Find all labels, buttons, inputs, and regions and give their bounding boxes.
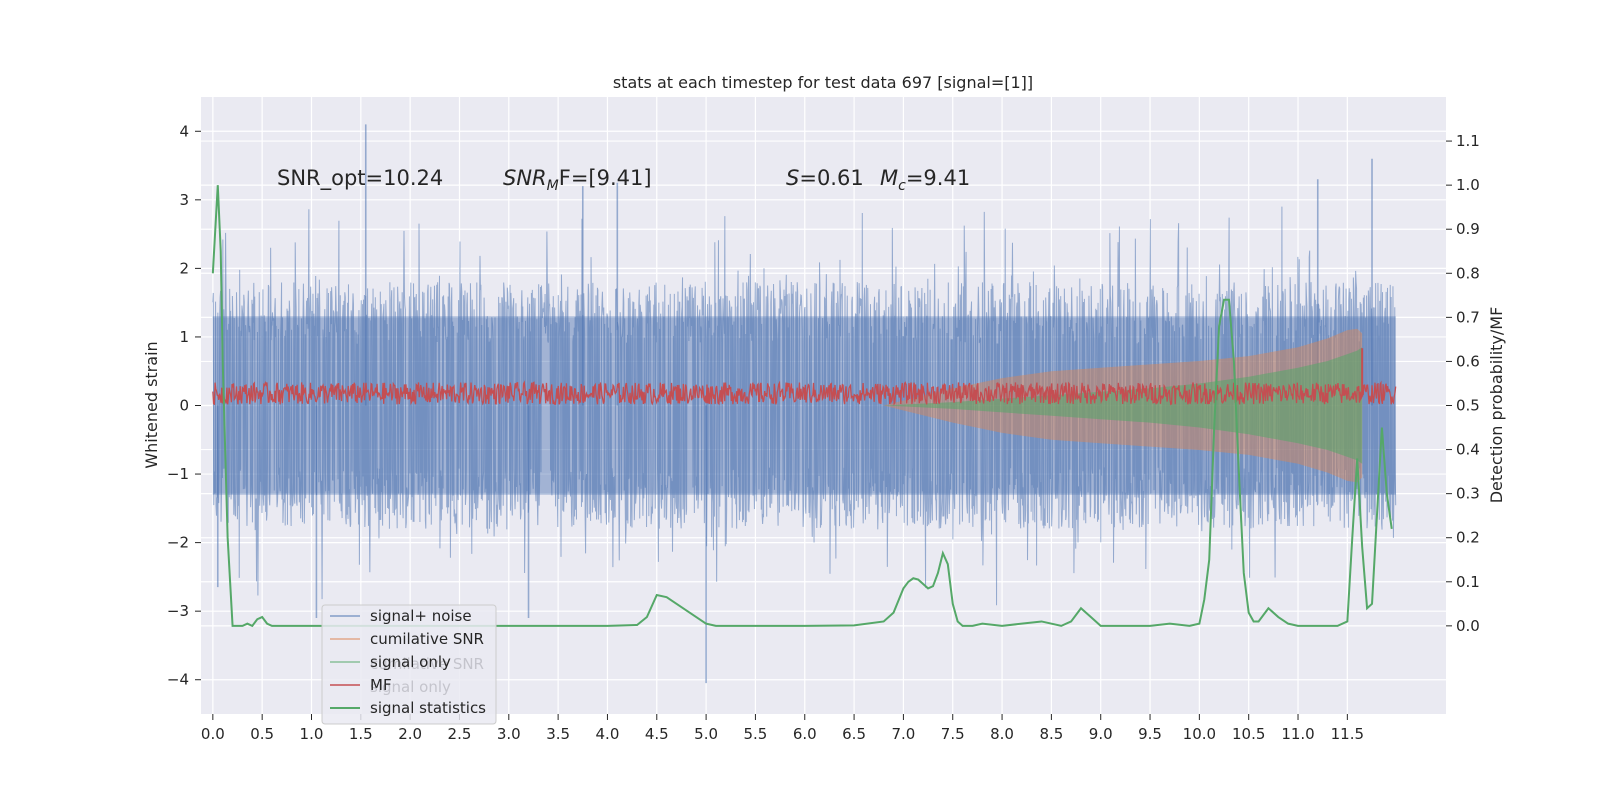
y-axis-label-right: Detection probability/MF — [1487, 307, 1506, 504]
legend-label: cumilative SNR — [370, 630, 484, 648]
annotation-snr-mf: SNRMF=[9.41] — [503, 166, 652, 194]
annotation-snr-mf-main: SNR — [503, 166, 547, 190]
annotation-mc-tail: =9.41 — [906, 166, 970, 190]
x-tick-label: 3.0 — [497, 725, 521, 743]
annotation-s-main: S — [786, 166, 799, 190]
y-tick-label: −4 — [167, 671, 189, 689]
y-right-tick-label: 0.8 — [1456, 264, 1480, 282]
y-right-tick-label: 0.5 — [1456, 397, 1480, 415]
annotation-s: S=0.61 — [786, 166, 864, 190]
x-tick-label: 8.5 — [1039, 725, 1063, 743]
legend: cumilative SNR signal only signal+ noise… — [321, 604, 497, 725]
y-right-tick-label: 0.4 — [1456, 441, 1480, 459]
legend-label: signal only — [370, 653, 451, 671]
y-right-tick-label: 0.7 — [1456, 308, 1480, 326]
y-tick-label: 2 — [179, 259, 189, 277]
annotation-snr-mf-sub: M — [547, 178, 559, 194]
annotation-s-tail: =0.61 — [799, 166, 863, 190]
legend-label: signal statistics — [370, 699, 486, 717]
y-tick-label: −3 — [167, 602, 189, 620]
chart-title: stats at each timestep for test data 697… — [613, 73, 1033, 92]
noise-trace — [212, 206, 1397, 606]
annotation-mc: Mc=9.41 — [880, 166, 970, 194]
x-tick-label: 1.0 — [300, 725, 324, 743]
y-right-tick-label: 0.6 — [1456, 352, 1480, 370]
x-tick-label: 11.0 — [1281, 725, 1314, 743]
y-tick-label: 1 — [179, 328, 189, 346]
x-tick-label: 4.0 — [596, 725, 620, 743]
signal-only-envelope — [883, 347, 1363, 464]
y-tick-label: 3 — [179, 191, 189, 209]
x-tick-label: 5.0 — [694, 725, 718, 743]
mf-line — [212, 380, 1397, 406]
x-tick-label: 10.5 — [1232, 725, 1265, 743]
y-right-tick-label: 1.0 — [1456, 176, 1480, 194]
annotation-mc-sub: c — [898, 178, 906, 194]
x-tick-label: 10.0 — [1183, 725, 1216, 743]
legend-ghost-label-2: signal only — [370, 678, 451, 696]
y-tick-label: 0 — [179, 397, 189, 415]
x-tick-label: 0.0 — [201, 725, 225, 743]
y-right-tick-label: 0.2 — [1456, 529, 1480, 547]
legend-label: signal+ noise — [370, 607, 472, 625]
x-tick-label: 8.0 — [990, 725, 1014, 743]
series-mf — [212, 348, 1397, 406]
x-tick-label: 9.5 — [1138, 725, 1162, 743]
x-tick-label: 2.5 — [448, 725, 472, 743]
annotation-snr-mf-tail: F=[9.41] — [559, 166, 652, 190]
y-tick-label: −1 — [167, 465, 189, 483]
y-tick-label: −2 — [167, 534, 189, 552]
x-tick-label: 7.0 — [891, 725, 915, 743]
x-tick-label: 2.0 — [398, 725, 422, 743]
legend-label: MF — [370, 676, 392, 694]
y-tick-label: 4 — [179, 122, 189, 140]
annotation-mc-main: M — [880, 166, 898, 190]
x-tick-label: 5.5 — [743, 725, 767, 743]
y-right-tick-label: 0.0 — [1456, 617, 1480, 635]
legend-box — [321, 604, 497, 725]
x-tick-label: 4.5 — [645, 725, 669, 743]
x-tick-label: 9.0 — [1089, 725, 1113, 743]
x-tick-label: 3.5 — [546, 725, 570, 743]
y-right-tick-label: 0.3 — [1456, 485, 1480, 503]
y-right-tick-label: 0.1 — [1456, 573, 1480, 591]
legend-ghost-label-1: cumilative SNR — [370, 655, 484, 673]
x-tick-label: 6.5 — [842, 725, 866, 743]
y-right-tick-label: 1.1 — [1456, 132, 1480, 150]
y-right-tick-label: 0.9 — [1456, 220, 1480, 238]
x-tick-label: 0.5 — [250, 725, 274, 743]
axes-layer: 0.0 0.5 1.0 1.5 2.0 2.5 3.0 3.5 4.0 4.5 5.0 5.5 6.0 6… — [167, 122, 1480, 743]
x-tick-label: 7.5 — [941, 725, 965, 743]
annotation-snr-opt: SNR_opt=10.24 — [277, 166, 443, 191]
x-tick-label: 11.5 — [1331, 725, 1364, 743]
x-tick-label: 6.0 — [793, 725, 817, 743]
y-axis-label-left: Whitened strain — [142, 341, 161, 468]
series-signal-only — [883, 347, 1363, 464]
x-tick-label: 1.5 — [349, 725, 373, 743]
